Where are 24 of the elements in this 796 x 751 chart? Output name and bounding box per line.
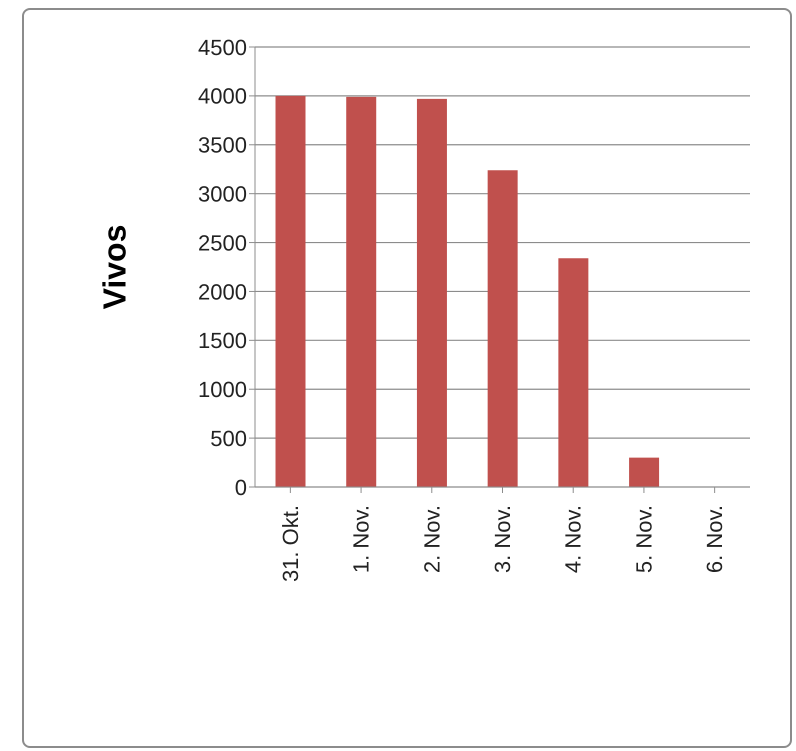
y-tick-label: 2500	[198, 230, 247, 256]
bar	[629, 458, 660, 487]
y-axis-title: Vivos	[96, 224, 132, 310]
y-tick-label: 1000	[198, 377, 247, 402]
x-tick-label: 6. Nov.	[702, 505, 728, 574]
y-tick-label: 3500	[198, 132, 247, 158]
y-tick-label: 2000	[198, 279, 247, 304]
x-tick-label: 3. Nov.	[490, 505, 515, 574]
bar	[488, 170, 518, 487]
x-tick-label: 2. Nov.	[419, 505, 444, 574]
x-tick-label: 1. Nov.	[348, 505, 374, 574]
bar	[276, 96, 306, 487]
y-tick-label: 4500	[198, 34, 247, 60]
x-tick-label: 4. Nov.	[560, 505, 586, 574]
x-tick-label: 31. Okt.	[278, 505, 303, 582]
y-tick-label: 0	[234, 474, 247, 500]
y-tick-label: 500	[210, 426, 247, 451]
bar	[416, 98, 447, 487]
y-tick-label: 1500	[198, 328, 247, 354]
bar	[346, 96, 376, 487]
y-tick-label: 3000	[198, 181, 247, 206]
x-tick-label: 5. Nov.	[631, 505, 656, 574]
y-tick-label: 4000	[198, 84, 247, 109]
bar	[558, 258, 588, 487]
